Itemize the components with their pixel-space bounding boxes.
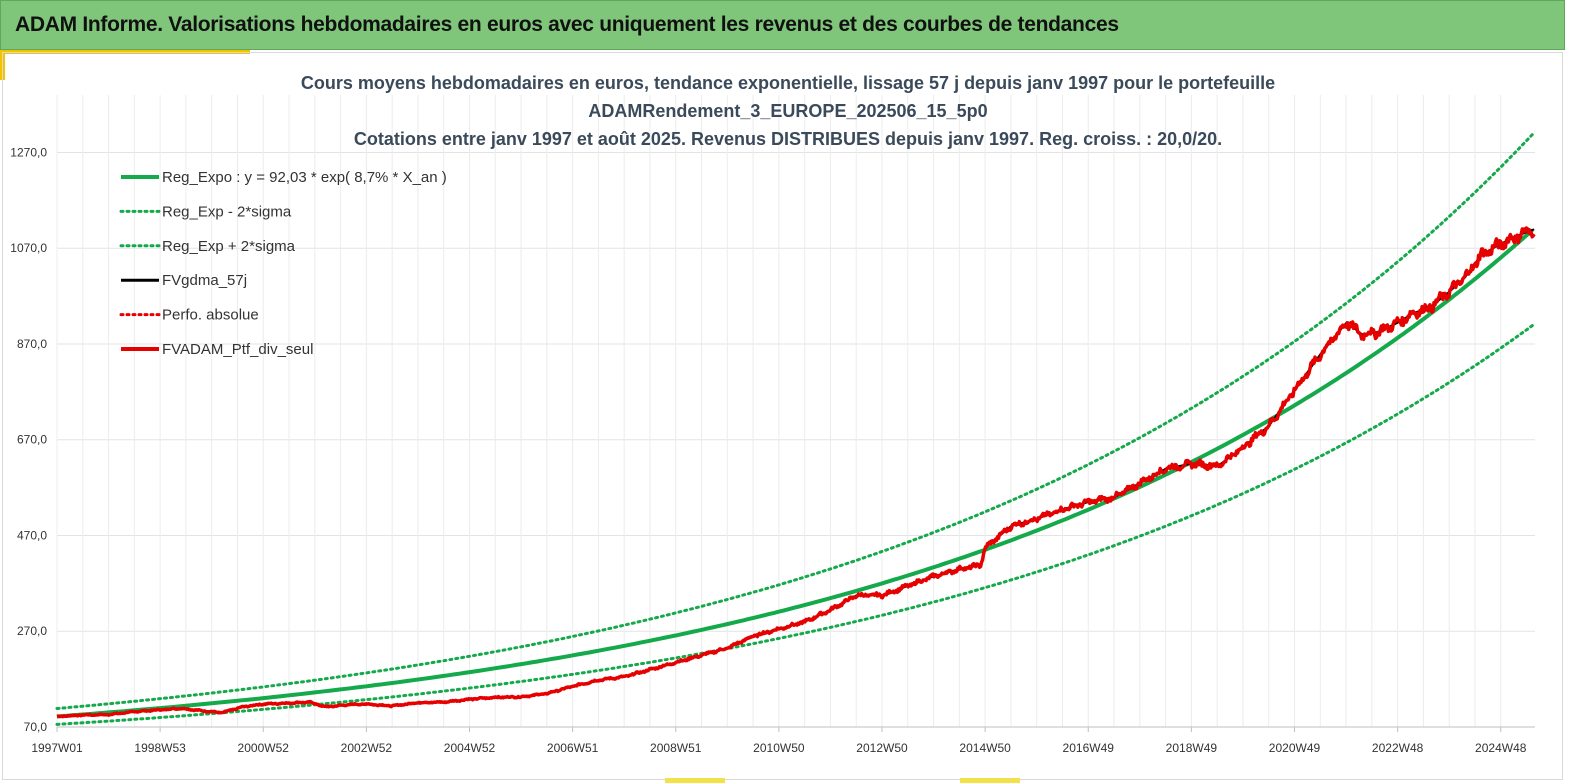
- x-tick-label: 2014W50: [959, 741, 1011, 755]
- series-fvadam-ptf-div-seul: [56, 226, 1536, 719]
- x-tick-label: 2006W51: [547, 741, 599, 755]
- x-tick-label: 1998W53: [134, 741, 186, 755]
- bottom-mark: [665, 778, 725, 783]
- legend-label: FVgdma_57j: [162, 272, 247, 289]
- chart-frame: [2, 52, 1563, 780]
- series-reg-exp-minus-2sigma: [55, 324, 1534, 726]
- legend-label: FVADAM_Ptf_div_seul: [162, 341, 313, 358]
- legend-label: Reg_Expo : y = 92,03 * exp( 8,7% * X_an …: [162, 169, 447, 186]
- y-tick-label: 870,0: [17, 337, 47, 351]
- y-tick-label: 270,0: [17, 624, 47, 638]
- series-fvgdma-57j: [56, 228, 1535, 718]
- x-tick-label: 2020W49: [1269, 741, 1321, 755]
- x-tick-label: 2016W49: [1063, 741, 1115, 755]
- chart-title-line-3: Cotations entre janv 1997 et août 2025. …: [354, 129, 1222, 149]
- bottom-mark: [960, 778, 1020, 783]
- series-reg-exp-plus-2sigma: [55, 133, 1534, 710]
- y-tick-label: 470,0: [17, 528, 47, 542]
- legend-label: Reg_Exp + 2*sigma: [162, 238, 296, 255]
- x-tick-label: 2010W50: [753, 741, 805, 755]
- report-title: ADAM Informe. Valorisations hebdomadaire…: [15, 13, 1119, 36]
- x-tick-label: 1997W01: [31, 741, 83, 755]
- x-tick-label: 2012W50: [856, 741, 908, 755]
- legend-label: Perfo. absolue: [162, 307, 259, 324]
- x-tick-label: 2018W49: [1166, 741, 1218, 755]
- x-tick-label: 2008W51: [650, 741, 702, 755]
- legend: Reg_Expo : y = 92,03 * exp( 8,7% * X_an …: [119, 169, 447, 358]
- x-tick-label: 2004W52: [444, 741, 496, 755]
- y-axis: 70,0 270,0 470,0 670,0 870,0 1070,0 1270,0: [10, 145, 47, 734]
- y-tick-label: 70,0: [24, 720, 48, 734]
- series-layer: [55, 133, 1536, 726]
- chart-title-line-2: ADAMRendement_3_EUROPE_202506_15_5p0: [588, 101, 987, 121]
- series-reg-expo: [56, 228, 1534, 719]
- title-banner: ADAM Informe. Valorisations hebdomadaire…: [0, 0, 1565, 50]
- grid-layer: [56, 95, 1535, 728]
- chart-title-line-1: Cours moyens hebdomadaires en euros, ten…: [301, 73, 1275, 93]
- x-tick-label: 2000W52: [238, 741, 290, 755]
- chart-title: Cours moyens hebdomadaires en euros, ten…: [301, 73, 1275, 149]
- x-axis: 1997W01 1998W53 2000W52 2002W52 2004W52 2006W…: [31, 727, 1527, 755]
- x-tick-label: 2022W48: [1372, 741, 1424, 755]
- x-tick-label: 2002W52: [341, 741, 393, 755]
- y-tick-label: 1270,0: [10, 145, 47, 159]
- legend-label: Reg_Exp - 2*sigma: [162, 203, 292, 220]
- y-tick-label: 1070,0: [10, 241, 47, 255]
- y-tick-label: 670,0: [17, 433, 47, 447]
- x-tick-label: 2024W48: [1475, 741, 1527, 755]
